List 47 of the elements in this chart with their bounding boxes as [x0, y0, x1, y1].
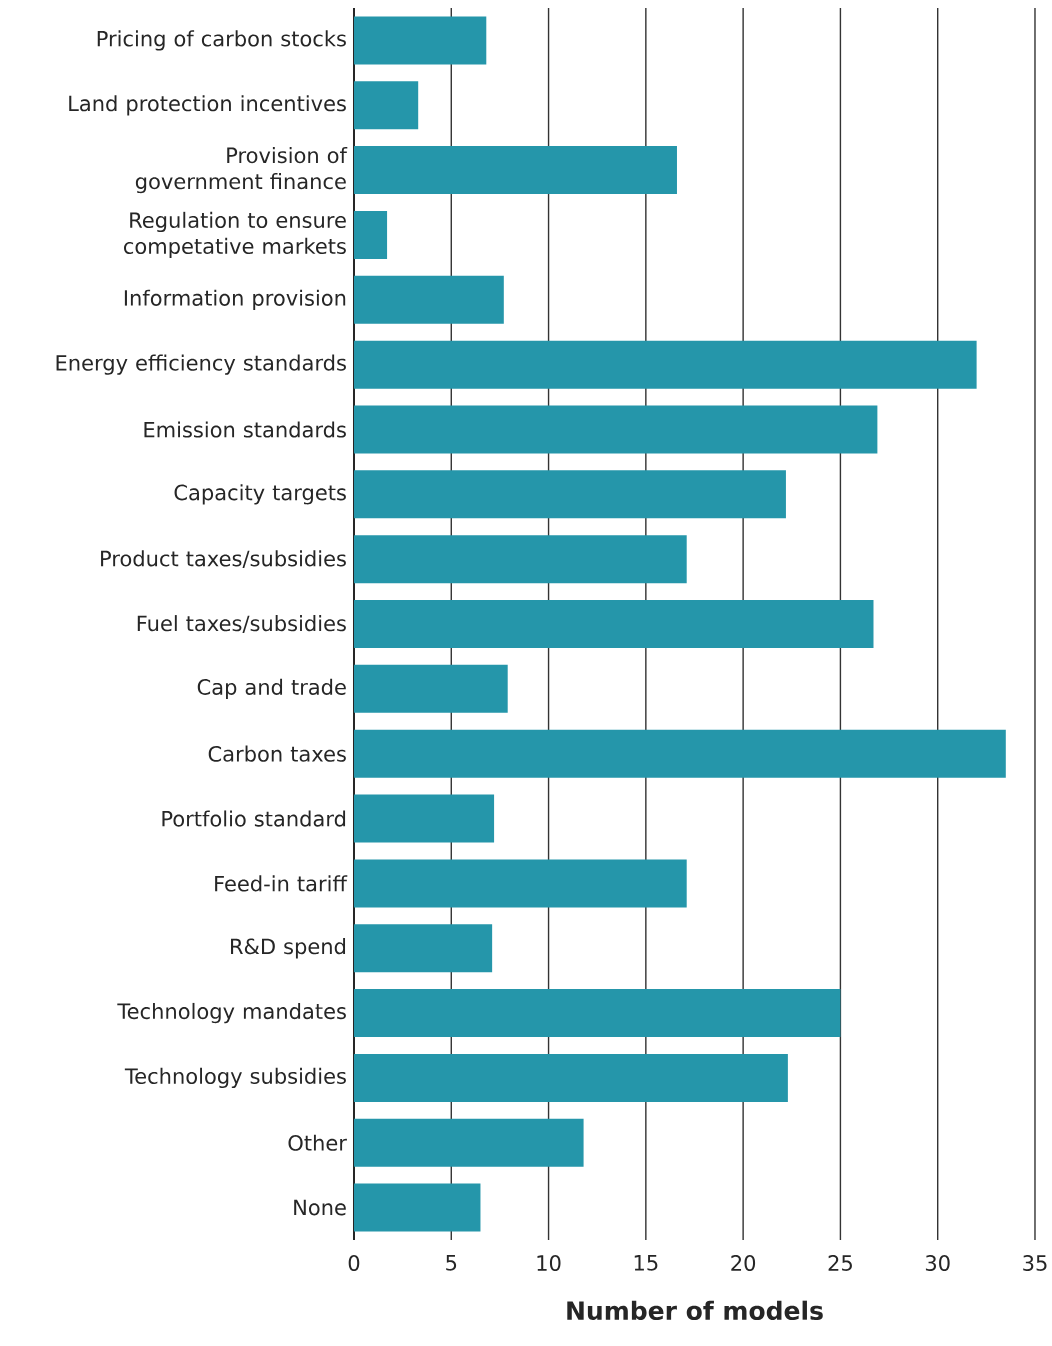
x-tick-label: 5 — [446, 1255, 457, 1271]
bar — [354, 729, 1006, 778]
y-tick-label: Emission standards — [144, 421, 346, 438]
bar — [354, 859, 687, 908]
bar — [354, 81, 419, 130]
y-tick-label: Other — [288, 1134, 347, 1151]
y-tick-label: Feed-in tariff — [215, 875, 348, 892]
bar — [354, 924, 493, 973]
y-tick-label: Fuel taxes/subsidies — [137, 615, 346, 633]
bar — [354, 664, 508, 713]
y-tick-label: None — [294, 1199, 346, 1216]
bar — [354, 275, 504, 324]
x-tick-label: 0 — [348, 1255, 360, 1271]
y-tick-label: Provision of government finance — [135, 146, 348, 194]
y-tick-label: Technology subsidies — [124, 1067, 346, 1089]
x-tick-label: 15 — [634, 1255, 658, 1271]
y-tick-label: R&D spend — [231, 938, 346, 959]
bar — [354, 1183, 481, 1232]
x-tick-label: 20 — [731, 1255, 756, 1271]
bar — [354, 210, 388, 259]
bar — [354, 535, 687, 584]
y-tick-label: Portfolio standard — [162, 810, 346, 827]
x-tick-label: 10 — [537, 1255, 561, 1271]
x-axis-title: Number of models — [567, 1300, 823, 1321]
y-tick-label: Information provision — [124, 289, 346, 310]
bar — [354, 340, 977, 389]
x-tick-label: 30 — [925, 1255, 950, 1271]
y-tick-label: Cap and trade — [197, 678, 346, 700]
y-tick-label: Capacity targets — [174, 484, 346, 505]
bar — [354, 600, 874, 649]
bar — [354, 405, 878, 454]
y-tick-label: Technology mandates — [117, 1002, 346, 1024]
bar — [354, 989, 841, 1038]
x-tick-label: 25 — [828, 1255, 852, 1271]
bar — [354, 16, 487, 65]
y-tick-label: Pricing of carbon stocks — [97, 30, 346, 51]
y-tick-label: Energy efficiency standards — [56, 354, 346, 375]
y-tick-label: Carbon taxes — [208, 745, 346, 762]
bar — [354, 1118, 584, 1167]
bar — [354, 470, 786, 519]
y-tick-label: Regulation to ensure competative markets — [124, 211, 346, 259]
y-tick-label: Land protection incentives — [69, 95, 346, 116]
y-tick-label: Product taxes/subsidies — [101, 550, 346, 569]
x-tick-label: 35 — [1023, 1255, 1047, 1271]
bar — [354, 794, 495, 843]
bar — [354, 1053, 788, 1102]
bar — [354, 146, 677, 195]
